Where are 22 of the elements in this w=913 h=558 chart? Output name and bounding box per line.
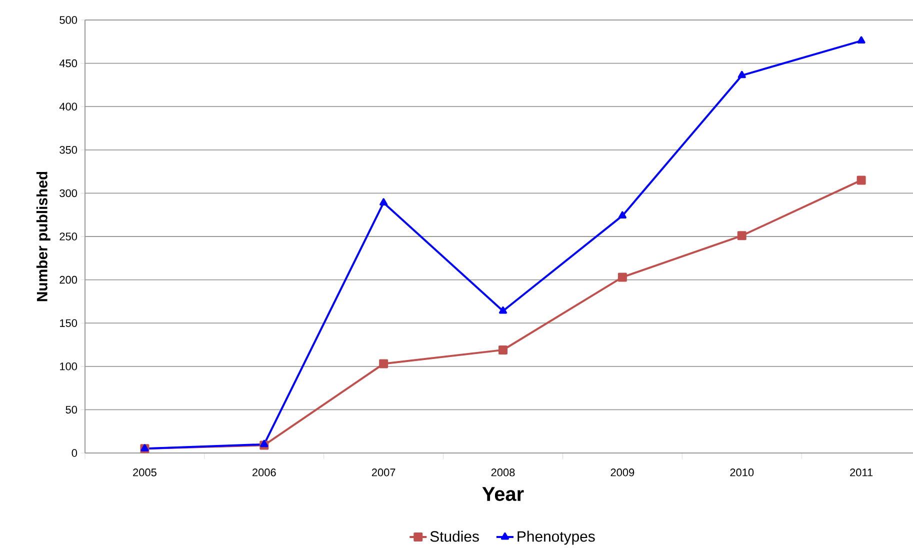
- y-axis-title: Number published: [36, 172, 50, 302]
- y-tick-label: 500: [60, 16, 78, 24]
- x-tick-label: 2011: [850, 468, 873, 476]
- y-tick-label: 300: [60, 189, 78, 198]
- y-tick-label: 100: [60, 362, 78, 370]
- y-tick-label: 0: [72, 449, 78, 457]
- x-tick-label: 2006: [252, 468, 276, 476]
- x-tick-label: 2009: [610, 468, 634, 476]
- y-tick-label: 50: [66, 406, 78, 414]
- x-axis-title: Year: [482, 487, 524, 502]
- y-tick-label: 450: [59, 59, 78, 68]
- y-tick-label: 350: [60, 146, 78, 154]
- x-tick-label: 2008: [491, 468, 515, 476]
- y-tick-label: 150: [60, 319, 78, 327]
- y-tick-label: 250: [60, 232, 78, 240]
- x-tick-label: 2005: [133, 468, 156, 476]
- legend-label: Phenotypes: [518, 530, 595, 545]
- y-tick-label: 200: [60, 276, 78, 284]
- legend-label: Studies: [430, 530, 479, 542]
- x-tick-label: 2007: [372, 468, 396, 476]
- x-tick-label: 2010: [730, 468, 754, 476]
- y-tick-label: 400: [59, 102, 78, 110]
